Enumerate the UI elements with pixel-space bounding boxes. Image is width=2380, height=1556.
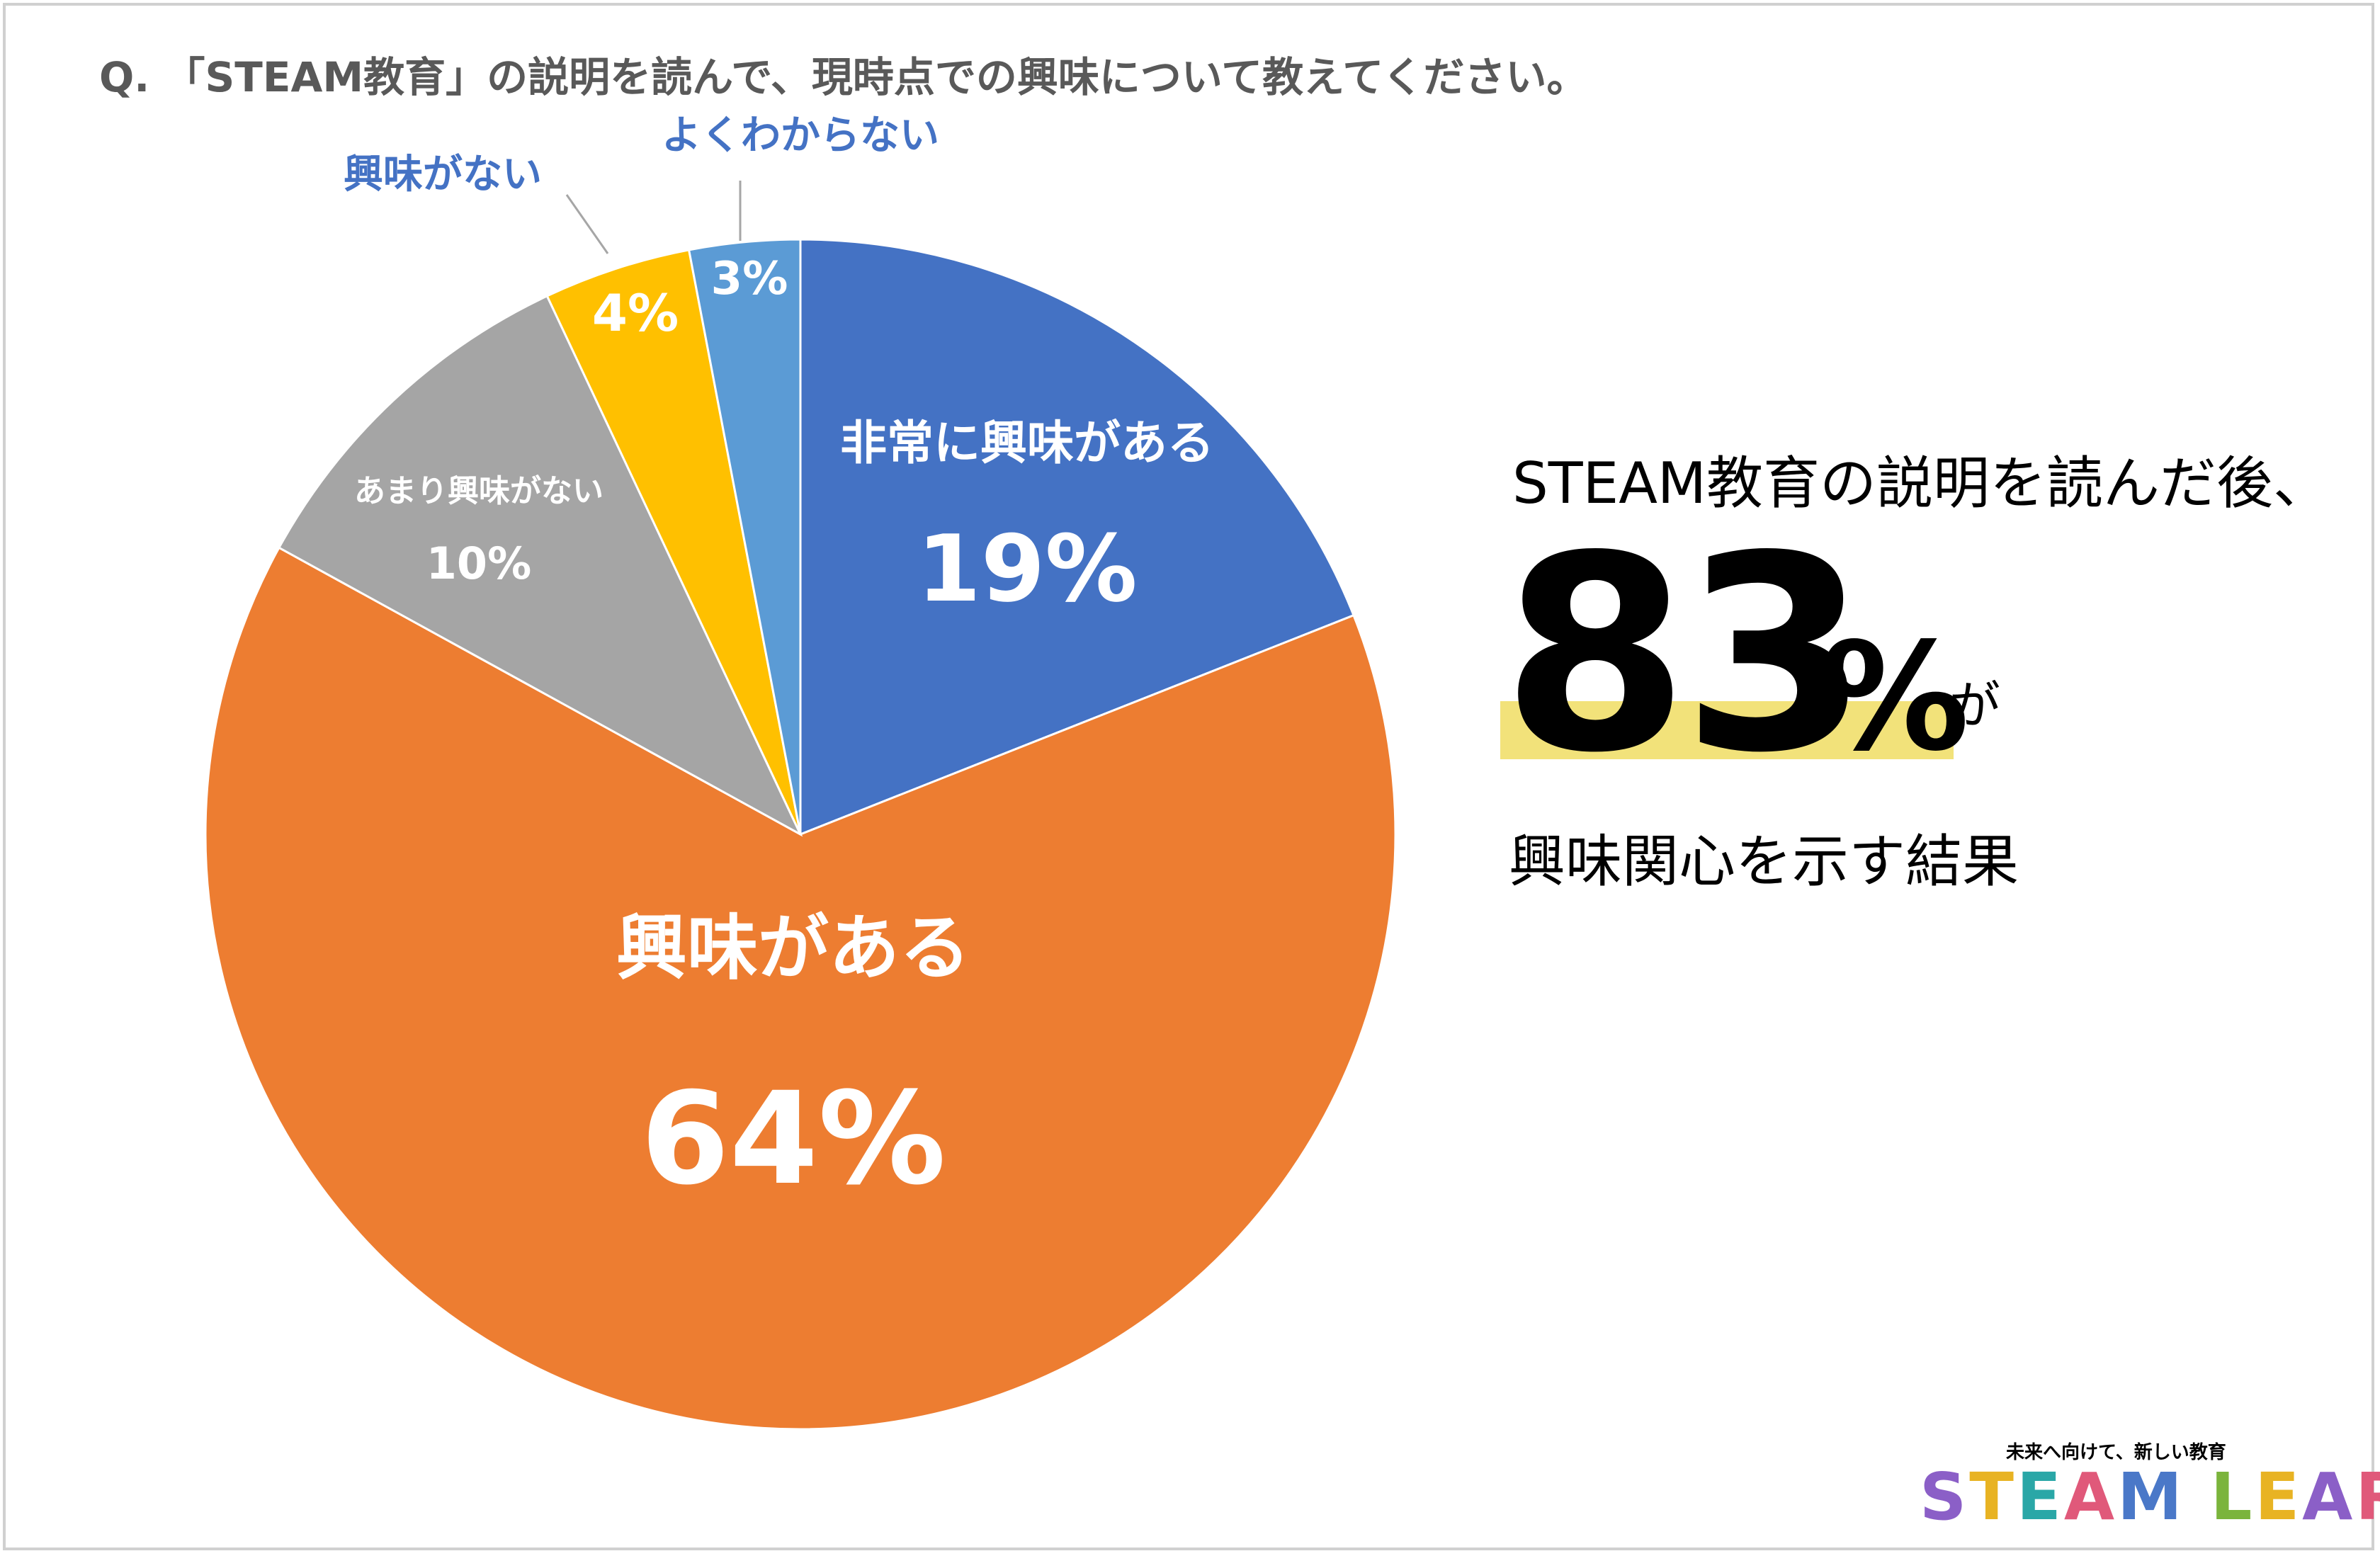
slice-label: よくわからない — [662, 113, 939, 159]
logo-letter: L — [2210, 1459, 2255, 1535]
pie-slice — [277, 294, 803, 837]
pie-slice — [799, 238, 1355, 836]
logo-letter: S — [1920, 1459, 1970, 1535]
chart-frame — [3, 3, 2374, 1550]
summary-big-number: 83 — [1502, 498, 1869, 812]
slice-value-label: 4% — [592, 283, 679, 343]
logo-letter: E — [2017, 1459, 2064, 1535]
logo-letter: E — [2255, 1459, 2303, 1535]
summary-big-percent: % — [1820, 611, 1970, 784]
summary-particle: が — [1949, 676, 2001, 735]
logo-letter — [2185, 1465, 2211, 1530]
logo-letter: T — [1969, 1459, 2017, 1535]
pie-slice — [545, 249, 802, 835]
logo-letter: A — [2302, 1459, 2356, 1535]
summary-line-2: 興味関心を示す結果 — [1509, 829, 2019, 895]
pie-slice — [204, 546, 1397, 1431]
logo-letter: M — [2117, 1459, 2185, 1535]
question-title: Q. 「STEAM教育」の説明を読んで、現時点での興味について教えてください。 — [99, 53, 1588, 101]
summary-line-1: STEAM教育の説明を読んだ後、 — [1512, 450, 2330, 516]
slice-label: あまり興味がない — [354, 473, 604, 509]
logo-letter: R — [2355, 1465, 2380, 1530]
leader-line — [565, 194, 609, 254]
slice-value-label: 19% — [917, 515, 1137, 623]
summary-highlight — [1500, 701, 1954, 759]
pie-slice — [687, 238, 802, 835]
slice-label: 興味がある — [616, 907, 970, 989]
slice-label: 興味がない — [344, 152, 542, 198]
slice-value-label: 64% — [641, 1065, 946, 1213]
logo-letter: A — [2063, 1459, 2118, 1535]
logo-tagline: 未来へ向けて、新しい教育 — [2006, 1442, 2226, 1463]
slice-label: 非常に興味がある — [840, 416, 1214, 470]
slice-value-label: 10% — [426, 538, 531, 589]
slice-value-label: 3% — [711, 253, 788, 305]
steam-learn-logo: STEAM LEARN — [1920, 1465, 2380, 1530]
